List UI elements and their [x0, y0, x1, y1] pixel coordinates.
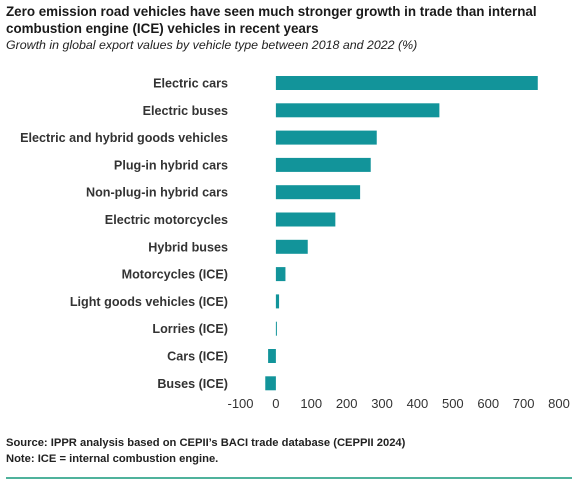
bar-chart: Electric cars Electric buses Electric and … [20, 76, 570, 411]
category-labels-group: Electric cars Electric buses Electric and … [20, 77, 228, 391]
category-label-electric-cars: Electric cars [153, 77, 228, 91]
x-tick-label: 500 [442, 396, 464, 411]
category-label-hybrid-buses: Hybrid buses [148, 240, 228, 254]
category-label-electric-motorcycles: Electric motorcycles [105, 213, 228, 227]
category-label-buses-ice: Buses (ICE) [157, 377, 228, 391]
bar-motorcycles-ice [275, 267, 286, 282]
bar-buses-ice [265, 376, 276, 391]
bar-lorries-ice [275, 321, 277, 336]
category-label-electric-buses: Electric buses [143, 104, 228, 118]
chart-subtitle: Growth in global export values by vehicl… [6, 38, 418, 52]
x-tick-label: 300 [371, 396, 393, 411]
category-label-plug-in-hybrid-cars: Plug-in hybrid cars [114, 158, 228, 172]
source-note: Source: IPPR analysis based on CEPII’s B… [6, 437, 406, 449]
footer-divider [6, 477, 572, 479]
x-tick-label: 600 [477, 396, 499, 411]
bar-non-plug-in-hybrid-cars [275, 185, 361, 200]
bar-cars-ice [268, 349, 276, 363]
bars-group [265, 76, 538, 391]
category-label-motorcycles-ice: Motorcycles (ICE) [122, 268, 228, 282]
x-tick-label: 700 [513, 396, 535, 411]
category-label-cars-ice: Cars (ICE) [167, 350, 228, 364]
bar-light-goods-vehicles-ice [275, 294, 280, 309]
x-tick-label: 800 [548, 396, 570, 411]
chart-footer: Source: IPPR analysis based on CEPII’s B… [6, 435, 571, 467]
category-label-non-plug-in-hybrid-cars: Non-plug-in hybrid cars [86, 186, 228, 200]
bar-electric-and-hybrid-goods-vehicles [275, 130, 377, 145]
category-label-light-goods-vehicles-ice: Light goods vehicles (ICE) [70, 295, 228, 309]
bar-hybrid-buses [275, 239, 308, 254]
x-tick-label: 200 [336, 396, 358, 411]
bar-electric-cars [275, 76, 538, 90]
chart-title: Zero emission road vehicles have seen mu… [6, 4, 537, 36]
bar-plug-in-hybrid-cars [275, 157, 371, 172]
category-label-electric-and-hybrid-goods-vehicles: Electric and hybrid goods vehicles [20, 131, 228, 145]
category-label-lorries-ice: Lorries (ICE) [152, 322, 228, 336]
abbreviation-note: Note: ICE = internal combustion engine. [6, 453, 219, 465]
x-tick-label: 0 [272, 396, 279, 411]
bar-electric-buses [275, 103, 440, 118]
x-tick-label: 100 [300, 396, 322, 411]
x-tick-label: -100 [227, 396, 253, 411]
x-tick-label: 400 [407, 396, 429, 411]
bar-electric-motorcycles [275, 212, 336, 227]
x-tick-labels-group: -100 0 100 200 300 400 500 600 700 800 [227, 396, 569, 411]
